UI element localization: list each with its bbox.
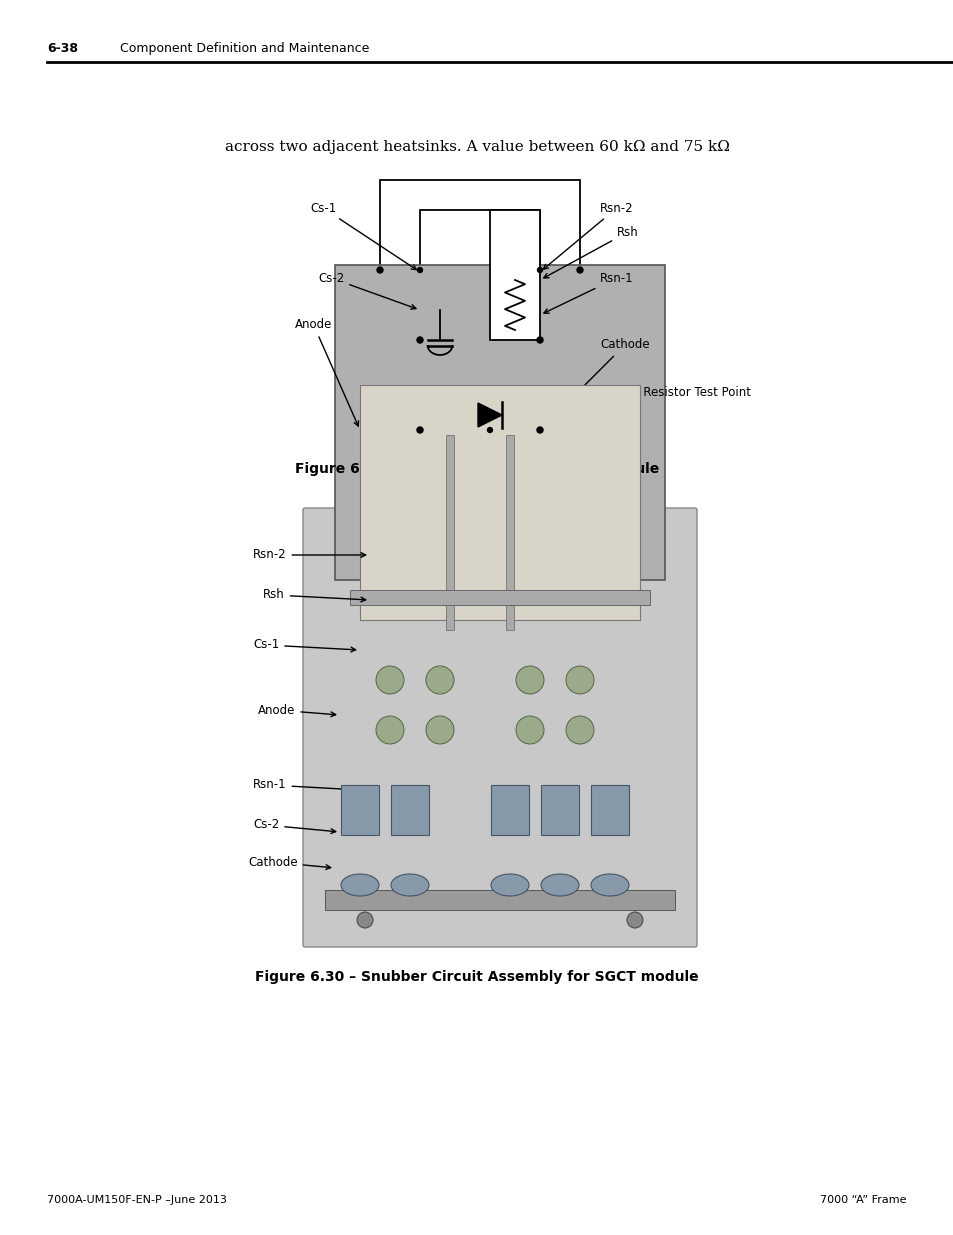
Circle shape (516, 666, 543, 694)
Bar (379, 180, 579, 270)
Bar (595, 490, 604, 520)
Text: Cathode: Cathode (542, 338, 649, 427)
Text: Rsn-2: Rsn-2 (253, 548, 365, 562)
Text: Rsh: Rsh (263, 589, 365, 601)
Circle shape (565, 716, 594, 743)
Text: Anode: Anode (257, 704, 335, 716)
Bar (385, 490, 395, 520)
Text: 7000A-UM150F-EN-P –June 2013: 7000A-UM150F-EN-P –June 2013 (47, 1195, 227, 1205)
Text: Cs-2: Cs-2 (253, 819, 335, 834)
Circle shape (356, 911, 373, 927)
Text: Figure 6.30 – Snubber Circuit Assembly for SGCT module: Figure 6.30 – Snubber Circuit Assembly f… (254, 969, 699, 984)
Bar (359, 340, 599, 430)
Bar (491, 785, 529, 835)
Text: Figure 6.29 – Snubber Circuit for SGCT module: Figure 6.29 – Snubber Circuit for SGCT m… (294, 462, 659, 475)
Circle shape (461, 387, 517, 443)
Bar (530, 515, 550, 550)
Text: 6-38: 6-38 (47, 42, 78, 56)
Bar (379, 515, 399, 550)
Circle shape (417, 427, 422, 432)
Text: Snubber Resistor Test Point: Snubber Resistor Test Point (521, 387, 750, 416)
Circle shape (417, 268, 422, 273)
Bar (590, 785, 628, 835)
Circle shape (565, 666, 594, 694)
Text: across two adjacent heatsinks. A value between 60 kΩ and 75 kΩ: across two adjacent heatsinks. A value b… (224, 140, 729, 154)
Circle shape (375, 716, 403, 743)
Bar (589, 515, 609, 550)
Circle shape (537, 427, 542, 433)
Polygon shape (477, 403, 501, 427)
Text: Rsn-1: Rsn-1 (253, 778, 355, 792)
Text: Component Definition and Maintenance: Component Definition and Maintenance (120, 42, 369, 56)
Bar (535, 490, 544, 520)
Text: Cs-1: Cs-1 (310, 201, 416, 269)
Text: Rsh: Rsh (543, 226, 639, 278)
Text: Anode: Anode (294, 319, 358, 426)
Bar (439, 515, 459, 550)
Bar (540, 785, 578, 835)
Ellipse shape (590, 874, 628, 897)
Text: Cs-1: Cs-1 (253, 638, 355, 652)
Circle shape (376, 267, 382, 273)
Ellipse shape (340, 874, 378, 897)
Bar (419, 210, 539, 340)
Bar (490, 210, 539, 340)
Bar (335, 266, 664, 580)
Text: Rsn-1: Rsn-1 (543, 272, 633, 314)
Bar (391, 785, 429, 835)
Circle shape (537, 427, 542, 432)
Circle shape (426, 716, 454, 743)
Circle shape (537, 337, 542, 342)
Circle shape (537, 268, 542, 273)
Text: 7000 “A” Frame: 7000 “A” Frame (820, 1195, 906, 1205)
Circle shape (577, 267, 582, 273)
Ellipse shape (491, 874, 529, 897)
Bar (340, 785, 378, 835)
Circle shape (537, 337, 542, 343)
Circle shape (417, 337, 422, 342)
Bar (325, 890, 675, 910)
Bar (359, 385, 639, 620)
Circle shape (426, 666, 454, 694)
Bar (446, 435, 454, 630)
Bar (444, 490, 455, 520)
Circle shape (416, 337, 422, 343)
Circle shape (375, 666, 403, 694)
Circle shape (416, 427, 422, 433)
Text: Cs-2: Cs-2 (317, 272, 416, 309)
Text: Rsn-2: Rsn-2 (543, 201, 633, 269)
FancyBboxPatch shape (303, 508, 697, 947)
Text: Cathode: Cathode (248, 856, 331, 869)
Circle shape (487, 427, 492, 432)
Circle shape (626, 911, 642, 927)
Ellipse shape (540, 874, 578, 897)
Bar (350, 590, 649, 605)
Bar (505, 435, 514, 630)
Circle shape (516, 716, 543, 743)
Ellipse shape (391, 874, 429, 897)
